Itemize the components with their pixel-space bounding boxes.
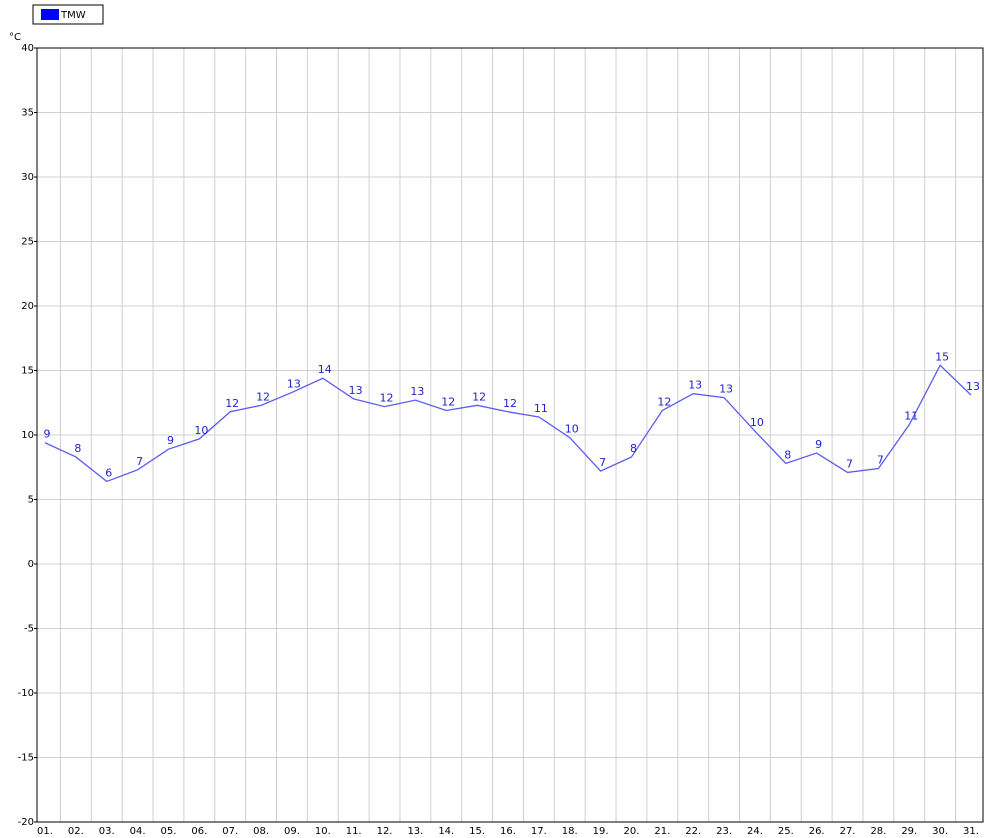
- x-tick-label: 28.: [870, 826, 886, 837]
- x-tick-label: 12.: [377, 826, 393, 837]
- value-label: 13: [410, 385, 424, 398]
- plot-frame: [36, 47, 984, 823]
- value-label: 11: [904, 410, 918, 423]
- y-tick-label: 10: [21, 430, 34, 441]
- x-tick-label: 21.: [654, 826, 670, 837]
- value-label: 9: [815, 438, 822, 451]
- x-tick-label: 29.: [901, 826, 917, 837]
- x-tick-label: 05.: [161, 826, 177, 837]
- x-tick-label: 02.: [68, 826, 84, 837]
- value-label: 7: [136, 455, 143, 468]
- x-tick-label: 15.: [469, 826, 485, 837]
- line: [44, 364, 972, 483]
- value-label: 10: [565, 423, 579, 436]
- value-label: 12: [380, 392, 394, 405]
- y-tick-label: 40: [21, 43, 34, 54]
- x-tick-label: 03.: [99, 826, 115, 837]
- value-label: 15: [935, 350, 949, 363]
- x-tick-label: 23.: [716, 826, 732, 837]
- value-label: 11: [534, 402, 548, 415]
- value-label: 13: [349, 384, 363, 397]
- value-label: 8: [784, 448, 791, 461]
- value-label: 9: [44, 428, 51, 441]
- x-tick-label: 06.: [191, 826, 207, 837]
- x-tick-label: 18.: [562, 826, 578, 837]
- y-tick-label: 15: [21, 366, 34, 377]
- value-label: 12: [441, 395, 455, 408]
- value-label: 14: [318, 363, 332, 376]
- x-tick-label: 26.: [809, 826, 825, 837]
- x-tick-label: 01.: [37, 826, 53, 837]
- value-label: 13: [287, 377, 301, 390]
- legend-label: TMW: [60, 10, 86, 21]
- x-tick-label: 07.: [222, 826, 238, 837]
- x-tick-label: 24.: [747, 826, 763, 837]
- value-label: 8: [630, 442, 637, 455]
- x-tick-label: 14.: [438, 826, 454, 837]
- y-axis-unit: °C: [9, 32, 21, 43]
- value-label: 12: [225, 397, 239, 410]
- value-label: 12: [503, 397, 517, 410]
- value-label: 10: [194, 424, 208, 437]
- x-tick-label: 22.: [685, 826, 701, 837]
- x-tick-label: 17.: [531, 826, 547, 837]
- value-label: 12: [657, 395, 671, 408]
- x-tick-label: 09.: [284, 826, 300, 837]
- y-tick-label: -10: [18, 688, 34, 699]
- x-tick-label: 11.: [346, 826, 362, 837]
- y-tick-label: 30: [21, 172, 34, 183]
- value-label: 7: [599, 456, 606, 469]
- value-label: 8: [74, 442, 81, 455]
- y-tick-label: 5: [28, 495, 34, 506]
- y-tick-label: -20: [18, 817, 34, 828]
- x-tick-label: 30.: [932, 826, 948, 837]
- y-tick-label: 20: [21, 301, 34, 312]
- x-tick-label: 10.: [315, 826, 331, 837]
- x-tick-label: 04.: [130, 826, 146, 837]
- value-label: 7: [877, 454, 884, 467]
- x-tick-label: 08.: [253, 826, 269, 837]
- value-label: 13: [966, 380, 980, 393]
- y-tick-label: 35: [21, 108, 34, 119]
- value-label: 10: [750, 416, 764, 429]
- value-label: 9: [167, 434, 174, 447]
- value-label: 13: [719, 383, 733, 396]
- y-tick-label: -5: [24, 624, 34, 635]
- value-label: 12: [256, 390, 270, 403]
- x-tick-label: 27.: [840, 826, 856, 837]
- x-tick-label: 13.: [407, 826, 423, 837]
- x-tick-label: 16.: [500, 826, 516, 837]
- y-tick-label: -15: [18, 753, 34, 764]
- x-tick-label: 19.: [593, 826, 609, 837]
- x-tick-label: 25.: [778, 826, 794, 837]
- legend-swatch: [41, 9, 59, 20]
- value-label: 13: [688, 379, 702, 392]
- value-label: 7: [846, 457, 853, 470]
- y-tick-label: 0: [28, 559, 34, 570]
- x-tick-label: 20.: [624, 826, 640, 837]
- value-label: 6: [105, 466, 112, 479]
- y-tick-label: 25: [21, 237, 34, 248]
- x-tick-label: 31.: [963, 826, 979, 837]
- value-label: 12: [472, 390, 486, 403]
